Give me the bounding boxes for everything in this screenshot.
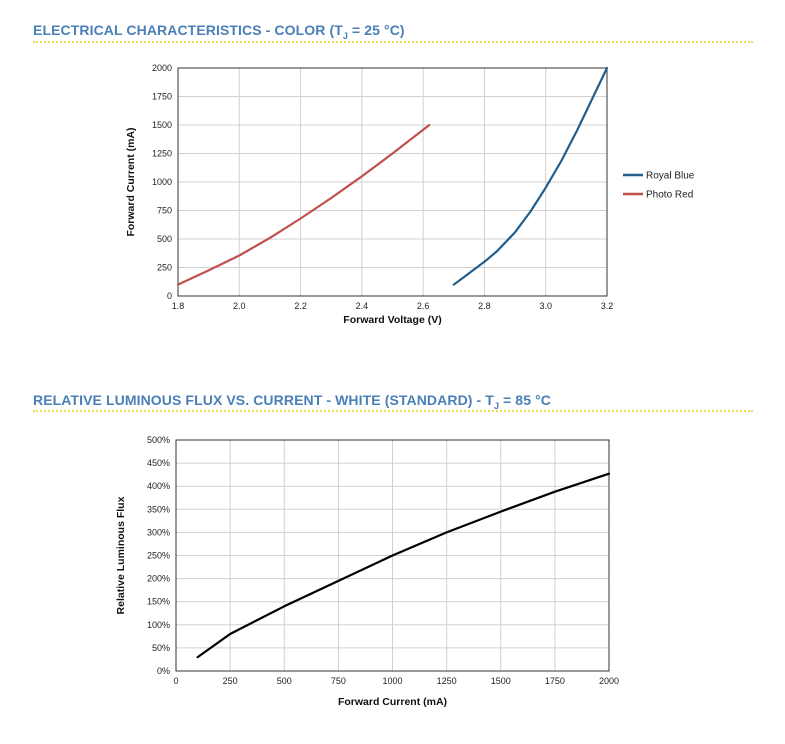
y-tick-label: 0	[167, 291, 172, 301]
title-suffix: = 85 °C	[499, 392, 551, 408]
title-subscript: J	[342, 30, 348, 41]
section-title-luminous-flux: RELATIVE LUMINOUS FLUX VS. CURRENT - WHI…	[33, 392, 551, 411]
y-tick-label: 200%	[147, 574, 170, 584]
x-tick-label: 1000	[382, 676, 402, 686]
title-prefix: RELATIVE LUMINOUS FLUX VS. CURRENT - WHI…	[33, 392, 494, 408]
section-divider-2	[33, 410, 753, 412]
x-tick-label: 2.0	[233, 301, 246, 311]
x-axis-label: Forward Current (mA)	[338, 696, 447, 708]
legend-label: Royal Blue	[646, 171, 695, 182]
x-tick-label: 2000	[599, 676, 619, 686]
x-tick-label: 500	[277, 676, 292, 686]
y-tick-label: 500	[157, 234, 172, 244]
x-tick-label: 2.8	[478, 301, 491, 311]
y-tick-label: 250	[157, 263, 172, 273]
x-tick-label: 3.2	[601, 301, 614, 311]
x-tick-label: 250	[223, 676, 238, 686]
y-tick-label: 1750	[152, 92, 172, 102]
section-divider-1	[33, 41, 753, 43]
x-tick-label: 2.6	[417, 301, 430, 311]
y-tick-label: 1500	[152, 120, 172, 130]
x-tick-label: 1500	[491, 676, 511, 686]
plot-frame	[177, 67, 608, 297]
series-line-photo-red	[176, 123, 431, 286]
series-line-royal-blue	[452, 66, 609, 286]
y-tick-label: 100%	[147, 620, 170, 630]
title-suffix: = 25 °C)	[347, 22, 405, 38]
x-tick-label: 3.0	[539, 301, 552, 311]
y-axis-label: Relative Luminous Flux	[115, 496, 127, 614]
y-tick-label: 250%	[147, 551, 170, 561]
y-tick-label: 750	[157, 206, 172, 216]
y-tick-label: 150%	[147, 597, 170, 607]
y-tick-label: 2000	[152, 63, 172, 73]
title-prefix: ELECTRICAL CHARACTERISTICS - COLOR (T	[33, 22, 343, 38]
section-title-electrical: ELECTRICAL CHARACTERISTICS - COLOR (TJ =…	[33, 22, 405, 41]
y-tick-label: 0%	[157, 666, 170, 676]
y-tick-label: 1000	[152, 177, 172, 187]
x-tick-label: 1250	[437, 676, 457, 686]
title-subscript: J	[493, 400, 500, 411]
y-tick-label: 300%	[147, 527, 170, 537]
y-tick-label: 1250	[152, 149, 172, 159]
x-axis-label: Forward Voltage (V)	[343, 314, 441, 326]
legend-label: Photo Red	[646, 190, 693, 201]
series-line-white-standard-	[196, 472, 611, 659]
x-tick-label: 1750	[545, 676, 565, 686]
y-tick-label: 50%	[152, 643, 170, 653]
x-tick-label: 2.4	[356, 301, 369, 311]
y-tick-label: 500%	[147, 435, 170, 445]
y-axis-label: Forward Current (mA)	[125, 127, 137, 236]
x-tick-label: 0	[173, 676, 178, 686]
x-tick-label: 2.2	[294, 301, 307, 311]
x-tick-label: 750	[331, 676, 346, 686]
plot-frame	[175, 439, 610, 672]
y-tick-label: 350%	[147, 504, 170, 514]
y-tick-label: 450%	[147, 458, 170, 468]
x-tick-label: 1.8	[172, 301, 185, 311]
y-tick-label: 400%	[147, 481, 170, 491]
